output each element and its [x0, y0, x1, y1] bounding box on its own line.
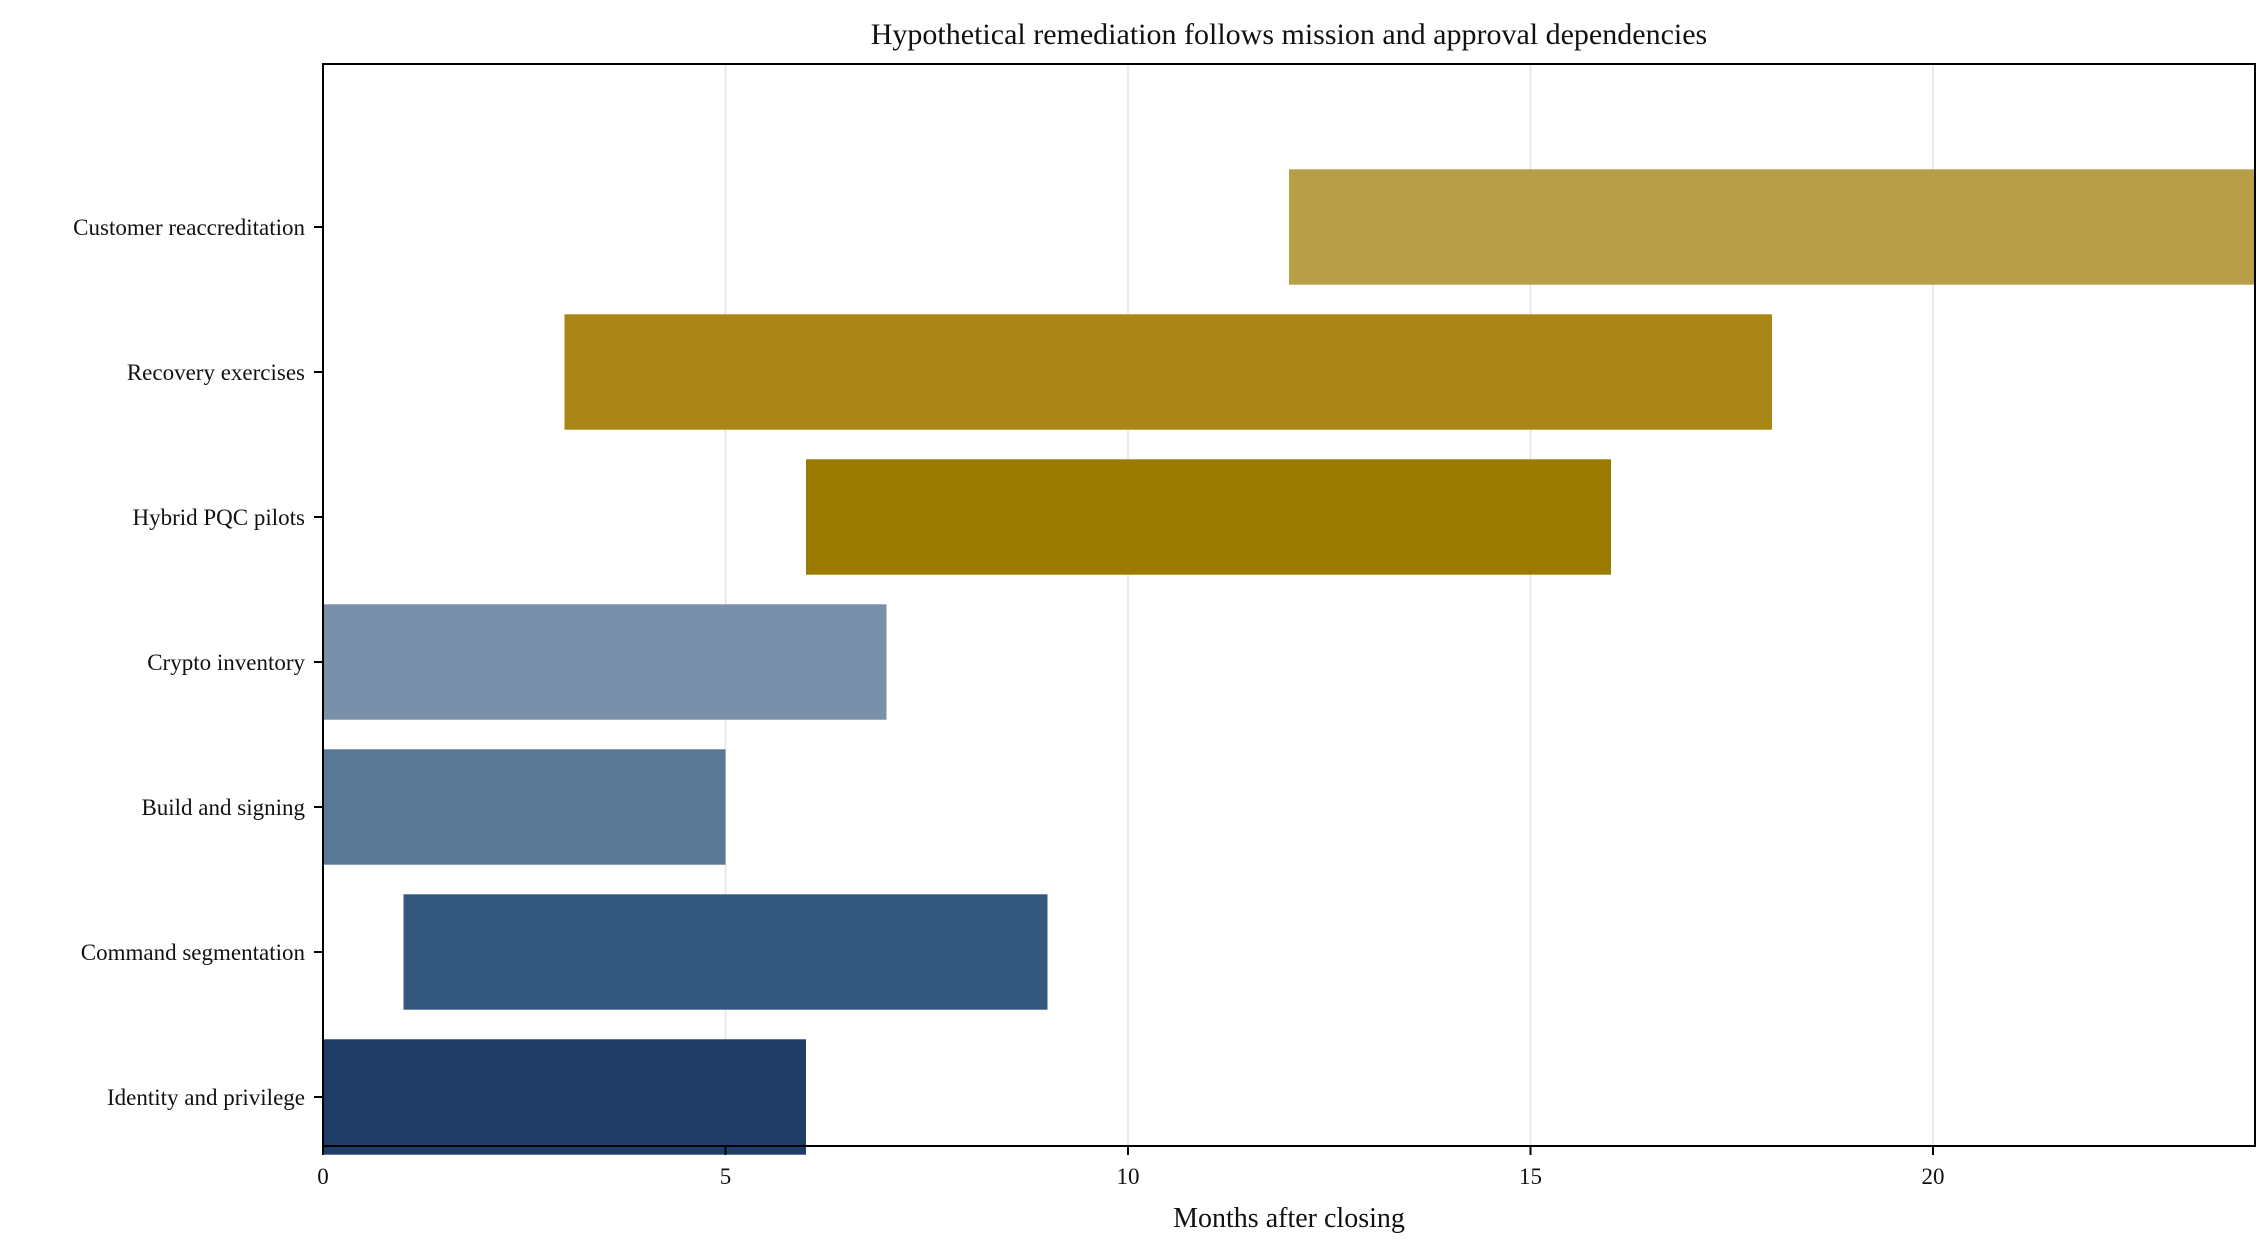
- bar: [323, 1039, 806, 1155]
- x-axis: 0 5 10 15 20: [317, 1146, 1945, 1189]
- chart-title: Hypothetical remediation follows mission…: [871, 18, 1707, 51]
- y-tick-label: Customer reaccreditation: [73, 215, 305, 240]
- bar: [1289, 169, 2255, 285]
- bar: [403, 894, 1048, 1010]
- y-tick-label: Recovery exercises: [127, 360, 305, 385]
- y-tick-label: Identity and privilege: [107, 1085, 305, 1110]
- x-tick-label: 20: [1922, 1164, 1945, 1189]
- y-axis: Identity and privilege Command segmentati…: [73, 215, 323, 1110]
- bar: [323, 749, 726, 865]
- x-axis-label: Months after closing: [1173, 1203, 1405, 1234]
- x-tick-label: 5: [720, 1164, 732, 1189]
- y-tick-label: Build and signing: [141, 795, 305, 820]
- y-tick-label: Hybrid PQC pilots: [132, 505, 305, 530]
- plot-frame: [322, 63, 2256, 1147]
- x-tick-label: 10: [1117, 1164, 1140, 1189]
- x-tick-label: 0: [317, 1164, 329, 1189]
- bars: [323, 169, 2255, 1155]
- bar: [564, 314, 1772, 430]
- bar: [323, 604, 887, 720]
- y-tick-label: Crypto inventory: [147, 650, 305, 675]
- x-tick-label: 15: [1519, 1164, 1542, 1189]
- y-tick-label: Command segmentation: [81, 940, 306, 965]
- bar: [806, 459, 1611, 575]
